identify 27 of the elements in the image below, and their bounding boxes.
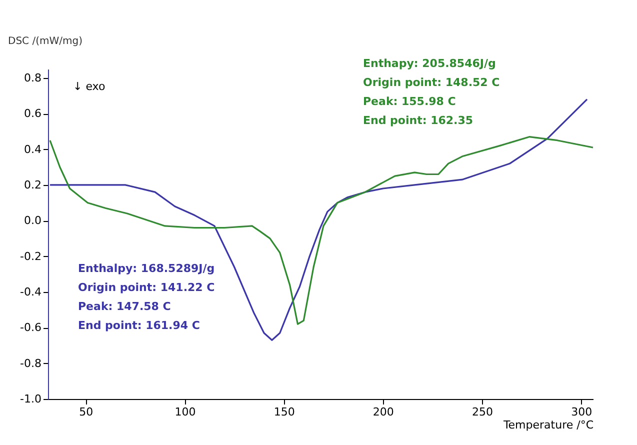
y-tick-label: 0.2: [24, 178, 42, 192]
x-tick-label: 100: [174, 406, 196, 418]
annotation: End point: 161.94 C: [78, 319, 200, 332]
y-tick-label: -0.4: [20, 285, 42, 298]
y-tick-label: -0.2: [20, 250, 42, 263]
annotation: Enthapy: 205.8546J/g: [363, 57, 496, 70]
x-tick-label: 50: [79, 406, 94, 418]
annotation: Enthalpy: 168.5289J/g: [78, 262, 215, 275]
annotation: Peak: 155.98 C: [363, 95, 456, 108]
x-tick-label: 200: [372, 406, 394, 418]
y-tick-label: 0.8: [24, 71, 42, 84]
y-axis-title: DSC /(mW/mg): [8, 36, 83, 47]
x-axis-title: Temperature /°C: [502, 418, 594, 432]
y-tick-label: 0.0: [24, 214, 42, 228]
annotation: ↓ exo: [73, 80, 106, 93]
y-tick-label: 0.4: [24, 142, 42, 156]
x-tick-label: 150: [274, 406, 295, 418]
annotation: Origin point: 141.22 C: [78, 281, 215, 294]
x-tick-label: 250: [472, 406, 494, 418]
x-tick-label: 300: [571, 406, 592, 418]
y-tick-label: 0.6: [24, 107, 42, 120]
y-tick-label: -1.0: [20, 392, 42, 406]
y-tick-label: -0.8: [20, 356, 42, 370]
annotation: End point: 162.35: [363, 114, 474, 127]
annotation: Peak: 147.58 C: [78, 300, 171, 313]
y-tick-label: -0.6: [20, 321, 42, 334]
annotation: Origin point: 148.52 C: [363, 76, 500, 89]
